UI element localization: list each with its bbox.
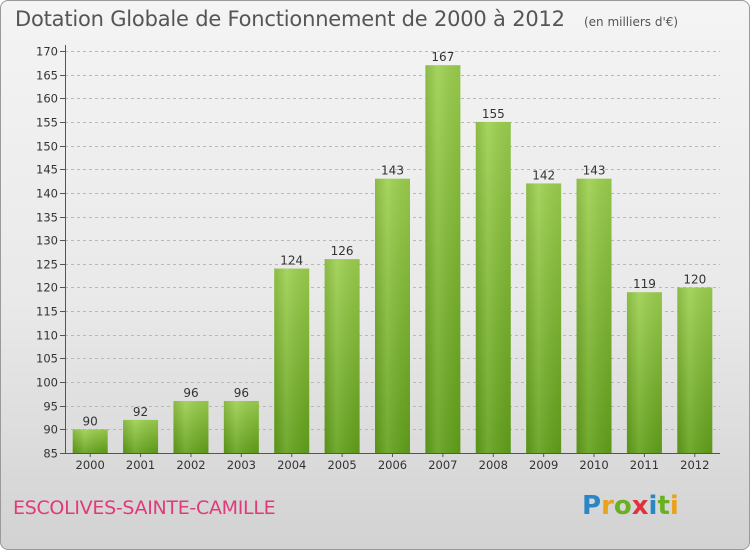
title-row: Dotation Globale de Fonctionnement de 20… [15,7,678,31]
x-tick-label: 2006 [378,458,407,472]
data-label: 120 [683,272,706,286]
data-label: 155 [482,107,505,121]
brand-letter: x [631,491,649,521]
axes [60,45,720,457]
data-label: 96 [234,386,249,400]
y-tick-label: 110 [36,329,58,343]
x-tick-label: 2000 [76,458,105,472]
brand-letter: o [613,491,632,521]
x-tick-label: 2001 [126,458,155,472]
bar-shade [425,65,461,453]
data-labels: 90 92 96 96 124 126 143 167 155 142 143 119 120 [83,50,707,428]
y-tick-label: 95 [43,400,58,414]
data-label: 126 [331,244,354,258]
x-tick-label: 2003 [227,458,256,472]
data-label: 92 [133,405,148,419]
y-tick-label: 140 [36,187,58,201]
y-tick-label: 160 [36,92,58,106]
y-tick-label: 105 [36,352,58,366]
bar-shade [223,400,259,453]
data-label: 143 [381,164,404,178]
bar-shade [173,400,209,453]
chart-subtitle: (en milliers d'€) [583,15,679,29]
data-label: 167 [431,50,454,64]
data-label: 119 [633,277,656,291]
y-tick-label: 125 [36,258,58,272]
x-tick-label: 2002 [176,458,205,472]
chart-title: Dotation Globale de Fonctionnement de 20… [15,7,565,31]
data-label: 143 [583,164,606,178]
bar-shade [475,121,511,454]
y-tick-label: 130 [36,234,58,248]
y-tick-label: 155 [36,116,58,130]
data-label: 96 [183,386,198,400]
x-tick-label: 2012 [680,458,709,472]
x-tick-label: 2008 [479,458,508,472]
x-tick-label: 2010 [579,458,608,472]
x-tick-labels: 2000 2001 2002 2003 2004 2005 2006 2007 2008 2009… [76,458,710,472]
bar-shade [72,429,108,453]
x-tick-label: 2004 [277,458,306,472]
x-tick-label: 2009 [529,458,558,472]
x-tick-label: 2005 [327,458,356,472]
y-tick-label: 135 [36,211,58,225]
data-label: 90 [83,414,98,428]
bar-shade [274,268,310,453]
y-tick-label: 120 [36,281,58,295]
brand-letter: i [669,491,679,521]
data-label: 124 [280,254,303,268]
bar-shade [375,178,410,453]
bar-shade [677,287,713,453]
y-tick-label: 90 [43,423,58,437]
bar-shade [626,292,662,453]
y-tick-label: 100 [36,376,58,390]
y-tick-label: 170 [36,45,58,59]
y-tick-label: 165 [36,69,58,83]
x-tick-label: 2011 [630,458,659,472]
bar-shade [123,419,159,453]
bar-shade [526,183,562,453]
brand-letter: i [648,491,658,521]
y-tick-label: 115 [36,305,58,319]
y-tick-label: 145 [36,163,58,177]
brand-letter: P [582,491,602,521]
y-tick-labels: 85 90 95 100 105 110 115 120 125 130 135 140 145 150 1… [36,45,58,461]
brand-letter: r [601,491,614,521]
y-tick-label: 150 [36,140,58,154]
data-label: 142 [532,168,555,182]
commune-name: ESCOLIVES-SAINTE-CAMILLE [13,497,276,519]
bar-shade [324,259,360,453]
brand-letter: t [657,491,670,521]
bars [72,65,713,454]
y-tick-label: 85 [43,447,58,461]
bar-shade [576,178,612,453]
brand-logo: Proxiti [582,491,679,521]
x-tick-label: 2007 [428,458,457,472]
